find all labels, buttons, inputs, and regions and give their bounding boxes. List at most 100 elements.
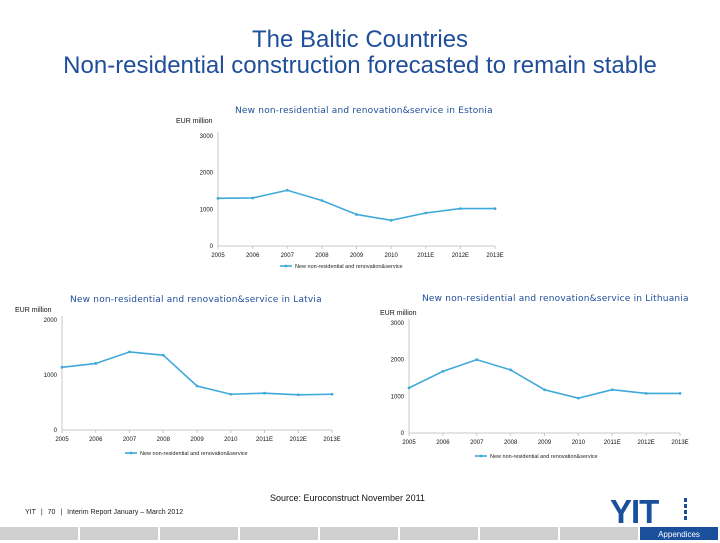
x-tick-label: 2009 xyxy=(538,440,552,446)
data-point xyxy=(60,365,64,369)
nav-segment[interactable] xyxy=(560,527,640,540)
nav-segment-appendices[interactable]: Appendices xyxy=(640,527,720,540)
x-tick-label: 2012E xyxy=(290,437,307,443)
footer-company: YIT xyxy=(25,509,36,516)
x-tick-label: 2010 xyxy=(224,437,238,443)
data-point xyxy=(216,196,220,200)
x-tick-label: 2008 xyxy=(157,437,171,443)
y-tick-label: 1000 xyxy=(200,207,214,213)
x-tick-label: 2008 xyxy=(315,253,329,259)
data-point xyxy=(320,199,324,202)
yit-logo-text: YIT xyxy=(610,494,659,526)
legend-marker xyxy=(129,451,133,455)
chart-latvia: New non-residential and renovation&servi… xyxy=(15,295,341,457)
x-tick-label: 2009 xyxy=(190,437,204,443)
nav-segment[interactable] xyxy=(0,527,80,540)
x-tick-label: 2008 xyxy=(504,440,518,446)
footer-report-name: Interim Report January – March 2012 xyxy=(67,509,184,516)
logo-stripe xyxy=(684,516,687,520)
x-tick-label: 2009 xyxy=(350,253,364,259)
x-tick-label: 2011E xyxy=(256,437,273,443)
data-point xyxy=(195,384,199,388)
slide-title-line1: The Baltic Countries xyxy=(251,26,469,53)
y-tick-label: 2000 xyxy=(44,318,58,324)
chart-title: New non-residential and renovation&servi… xyxy=(422,294,689,304)
data-point xyxy=(407,386,411,390)
x-tick-label: 2012E xyxy=(637,440,654,446)
nav-segment[interactable] xyxy=(400,527,480,540)
legend-marker xyxy=(479,454,483,458)
x-tick-label: 2007 xyxy=(123,437,137,443)
y-tick-label: 2000 xyxy=(200,171,214,177)
x-tick-label: 2007 xyxy=(281,253,295,259)
data-point xyxy=(263,391,266,395)
data-point xyxy=(94,362,98,365)
x-tick-label: 2011E xyxy=(604,440,621,446)
x-tick-label: 2013E xyxy=(323,437,340,443)
nav-segment[interactable] xyxy=(240,527,320,540)
y-tick-label: 1000 xyxy=(391,394,405,400)
footer: YIT | 70 | Interim Report January – Marc… xyxy=(25,509,186,516)
x-tick-label: 2010 xyxy=(384,253,398,259)
yit-logo: YIT xyxy=(610,494,687,526)
data-point xyxy=(161,353,165,357)
y-tick-label: 3000 xyxy=(200,134,214,140)
data-point xyxy=(296,393,300,397)
x-tick-label: 2011E xyxy=(417,253,434,259)
data-point xyxy=(509,368,513,372)
x-tick-label: 2013E xyxy=(486,253,503,259)
legend-label: New non-residential and renovation&servi… xyxy=(490,454,598,460)
data-point xyxy=(644,392,648,395)
data-point xyxy=(493,207,497,210)
x-tick-label: 2010 xyxy=(572,440,586,446)
y-tick-label: 2000 xyxy=(391,358,405,364)
y-axis-label: EUR million xyxy=(380,310,417,317)
data-point xyxy=(389,218,393,222)
x-tick-label: 2012E xyxy=(452,253,469,259)
data-point xyxy=(330,392,334,396)
y-tick-label: 0 xyxy=(54,428,58,434)
nav-segment[interactable] xyxy=(320,527,400,540)
data-point xyxy=(128,350,131,354)
data-point xyxy=(458,207,462,210)
nav-segment[interactable] xyxy=(80,527,160,540)
y-tick-label: 0 xyxy=(401,431,405,437)
y-tick-label: 0 xyxy=(210,244,214,250)
x-tick-label: 2013E xyxy=(671,440,688,446)
data-point xyxy=(610,388,614,392)
data-point xyxy=(475,358,479,362)
y-axis-label: EUR million xyxy=(15,307,52,314)
logo-stripe xyxy=(684,498,687,502)
logo-stripe xyxy=(684,504,687,508)
x-tick-label: 2005 xyxy=(211,253,225,259)
section-nav-bar: Appendices xyxy=(0,527,720,540)
series-line xyxy=(408,358,680,399)
chart-title: New non-residential and renovation&servi… xyxy=(235,106,493,116)
logo-stripe xyxy=(684,510,687,514)
data-point xyxy=(543,388,546,392)
nav-segment[interactable] xyxy=(160,527,240,540)
y-axis-label: EUR million xyxy=(176,118,213,125)
footer-page-number: 70 xyxy=(47,509,56,516)
data-point xyxy=(355,213,358,216)
x-tick-label: 2006 xyxy=(436,440,450,446)
x-tick-label: 2005 xyxy=(55,437,69,443)
footer-separator: | xyxy=(40,509,43,516)
x-tick-label: 2006 xyxy=(89,437,103,443)
nav-segment[interactable] xyxy=(480,527,560,540)
slide-title-line2: Non-residential construction forecasted … xyxy=(63,52,657,79)
x-tick-label: 2007 xyxy=(470,440,484,446)
y-tick-label: 3000 xyxy=(391,321,405,327)
data-point xyxy=(229,392,233,396)
chart-lithuania: New non-residential and renovation&servi… xyxy=(380,294,689,460)
data-point xyxy=(285,188,289,192)
chart-estonia: New non-residential and renovation&servi… xyxy=(176,106,504,270)
data-point xyxy=(441,370,445,373)
footer-separator: | xyxy=(60,509,63,516)
source-note: Source: Euroconstruct November 2011 xyxy=(270,493,425,503)
x-tick-label: 2006 xyxy=(246,253,260,259)
chart-title: New non-residential and renovation&servi… xyxy=(70,295,322,305)
y-tick-label: 1000 xyxy=(44,373,58,379)
data-point xyxy=(424,211,428,215)
legend-marker xyxy=(284,264,288,268)
